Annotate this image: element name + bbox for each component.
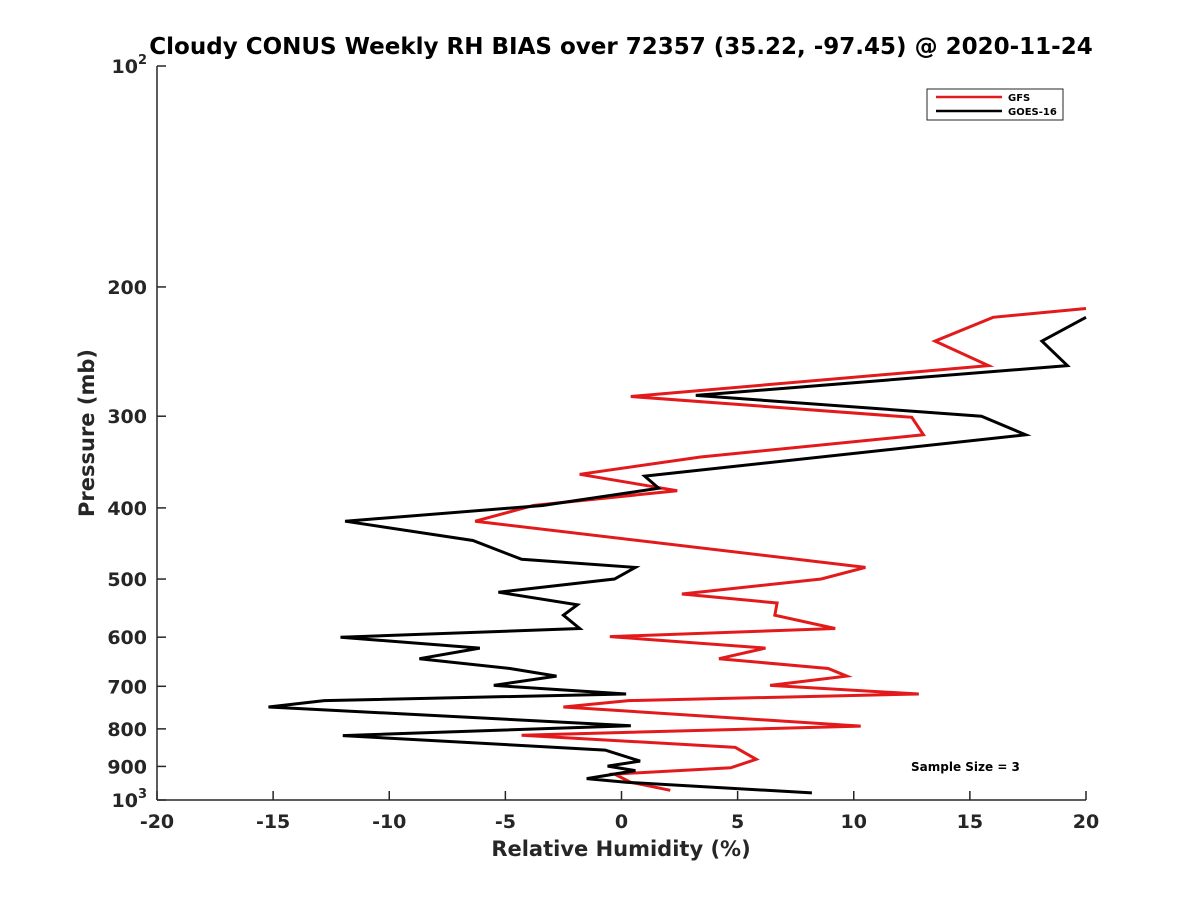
y-tick-label: 200 <box>107 277 147 299</box>
x-tick-label: -10 <box>372 811 406 833</box>
legend-box <box>926 88 1064 121</box>
y-tick-label: 300 <box>107 406 147 428</box>
x-tick-label: 10 <box>841 811 867 833</box>
y-tick-base: 10 <box>112 790 138 812</box>
x-tick-label: -15 <box>256 811 290 833</box>
x-tick-label: 0 <box>615 811 628 833</box>
x-tick-label: -20 <box>140 811 174 833</box>
x-tick-label: 20 <box>1073 811 1099 833</box>
y-tick-label: 102 <box>112 53 148 78</box>
x-axis-label: Relative Humidity (%) <box>491 837 750 861</box>
y-tick-label: 600 <box>107 627 147 649</box>
legend-label-goes16: GOES-16 <box>1008 107 1057 118</box>
y-tick-label: 103 <box>112 787 148 812</box>
y-tick-exponent: 3 <box>138 787 147 802</box>
chart-title: Cloudy CONUS Weekly RH BIAS over 72357 (… <box>149 34 1092 60</box>
legend: GFS GOES-16 <box>926 88 1064 121</box>
y-tick-label: 800 <box>107 719 147 741</box>
y-axis-label: Pressure (mb) <box>75 349 99 517</box>
series-layer <box>268 307 1087 795</box>
x-tick-label: -5 <box>495 811 516 833</box>
y-tick-label: 700 <box>107 676 147 698</box>
series-line-goes16 <box>268 315 1087 795</box>
y-tick-label: 500 <box>107 569 147 591</box>
y-tick-label: 900 <box>107 756 147 778</box>
plot-area: -20 -15 -10 -5 0 5 10 15 20 10220030040050060070… <box>107 53 1099 833</box>
sample-size-annotation: Sample Size = 3 <box>911 760 1020 774</box>
series-line-gfs <box>474 307 1087 792</box>
x-tick-label: 15 <box>957 811 983 833</box>
y-tick-label: 400 <box>107 498 147 520</box>
x-ticks: -20 -15 -10 -5 0 5 10 15 20 <box>140 791 1099 833</box>
legend-label-gfs: GFS <box>1008 93 1030 104</box>
y-tick-exponent: 2 <box>138 53 147 68</box>
x-tick-label: 5 <box>731 811 744 833</box>
y-tick-base: 10 <box>112 56 138 78</box>
